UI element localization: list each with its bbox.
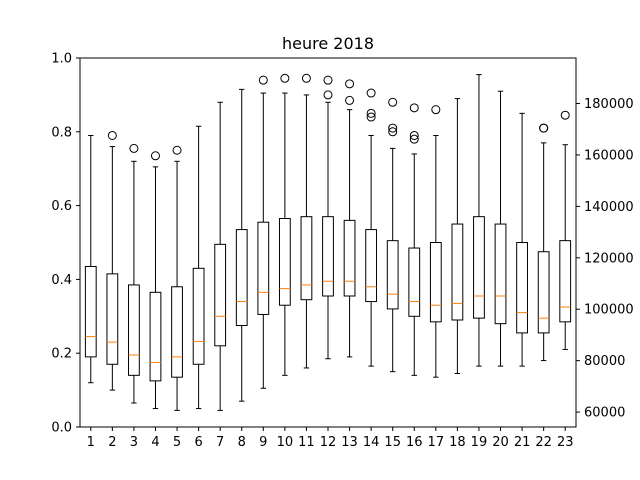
box bbox=[408, 247, 421, 317]
box bbox=[516, 242, 528, 334]
outlier-point bbox=[366, 112, 376, 122]
x-tick-label: 7 bbox=[216, 435, 224, 450]
x-tick-label: 5 bbox=[173, 435, 181, 450]
outlier-point bbox=[172, 145, 182, 155]
y2-tick-label: 120000 bbox=[584, 251, 634, 266]
x-tick-label: 10 bbox=[277, 435, 294, 450]
outlier-point bbox=[280, 73, 290, 83]
outlier-point bbox=[366, 88, 376, 98]
x-tick-label: 17 bbox=[428, 435, 445, 450]
box bbox=[171, 286, 183, 378]
box bbox=[343, 219, 356, 297]
y-tick-label: 0.0 bbox=[51, 421, 72, 436]
box bbox=[257, 221, 270, 315]
box bbox=[128, 284, 140, 376]
box bbox=[192, 267, 205, 365]
x-tick-label: 18 bbox=[449, 435, 466, 450]
y2-tick-label: 180000 bbox=[584, 97, 634, 112]
outlier-point bbox=[388, 123, 398, 133]
x-tick-label: 13 bbox=[341, 435, 358, 450]
outlier-point bbox=[129, 143, 139, 153]
y2-tick-label: 100000 bbox=[584, 303, 634, 318]
outlier-point bbox=[258, 75, 268, 85]
y-tick-label: 0.6 bbox=[51, 199, 72, 214]
outlier-point bbox=[301, 73, 311, 83]
axes-frame bbox=[79, 57, 577, 428]
box bbox=[429, 242, 442, 323]
x-tick-label: 8 bbox=[238, 435, 246, 450]
x-tick-label: 1 bbox=[87, 435, 95, 450]
x-tick-label: 12 bbox=[320, 435, 337, 450]
box bbox=[494, 223, 507, 325]
y2-tick-label: 60000 bbox=[584, 406, 625, 421]
outlier-point bbox=[345, 79, 355, 89]
outlier-point bbox=[366, 108, 376, 118]
x-tick-label: 21 bbox=[514, 435, 531, 450]
x-tick-label: 3 bbox=[130, 435, 138, 450]
outlier-point bbox=[409, 130, 419, 140]
y2-tick-label: 140000 bbox=[584, 200, 634, 215]
box bbox=[451, 223, 464, 321]
box bbox=[84, 265, 97, 358]
outlier-point bbox=[388, 97, 398, 107]
outlier-point bbox=[431, 105, 441, 115]
x-tick-label: 15 bbox=[384, 435, 401, 450]
plot-area: 0.0 0.2 0.4 0.6 0.8 1.0 60000 80000 100000 120000… bbox=[51, 52, 633, 451]
x-tick-label: 19 bbox=[471, 435, 488, 450]
outlier-point bbox=[388, 127, 398, 137]
outlier-point bbox=[409, 134, 419, 144]
outlier-point bbox=[107, 130, 117, 140]
outlier-point bbox=[409, 103, 419, 113]
box bbox=[235, 229, 248, 327]
x-tick-label: 23 bbox=[557, 435, 574, 450]
outlier-point bbox=[150, 151, 160, 161]
box bbox=[473, 216, 485, 319]
outlier-point bbox=[323, 75, 333, 85]
y-tick-label: 1.0 bbox=[51, 52, 72, 67]
x-tick-label: 16 bbox=[406, 435, 423, 450]
x-tick-label: 11 bbox=[298, 435, 315, 450]
box bbox=[300, 216, 313, 301]
x-tick-label: 20 bbox=[492, 435, 509, 450]
outlier-point bbox=[539, 123, 549, 133]
chart-title: heure 2018 bbox=[282, 34, 374, 53]
y-tick-label: 0.8 bbox=[51, 125, 72, 140]
x-tick-label: 22 bbox=[535, 435, 552, 450]
x-tick-label: 9 bbox=[259, 435, 267, 450]
box bbox=[386, 240, 399, 310]
y-tick-label: 0.2 bbox=[51, 347, 72, 362]
box bbox=[322, 216, 334, 297]
box bbox=[149, 291, 162, 382]
y2-tick-label: 80000 bbox=[584, 354, 625, 369]
outlier-point bbox=[345, 95, 355, 105]
box bbox=[365, 229, 378, 303]
box bbox=[278, 218, 291, 306]
box bbox=[559, 240, 572, 323]
outlier-point bbox=[560, 110, 570, 120]
box bbox=[214, 243, 227, 347]
y2-tick-label: 160000 bbox=[584, 148, 634, 163]
y-tick-label: 0.4 bbox=[51, 273, 72, 288]
outlier-point bbox=[323, 90, 333, 100]
x-tick-label: 2 bbox=[108, 435, 116, 450]
x-tick-label: 6 bbox=[194, 435, 202, 450]
x-tick-label: 4 bbox=[151, 435, 159, 450]
box bbox=[537, 251, 550, 334]
x-tick-label: 14 bbox=[363, 435, 380, 450]
box bbox=[106, 273, 119, 365]
